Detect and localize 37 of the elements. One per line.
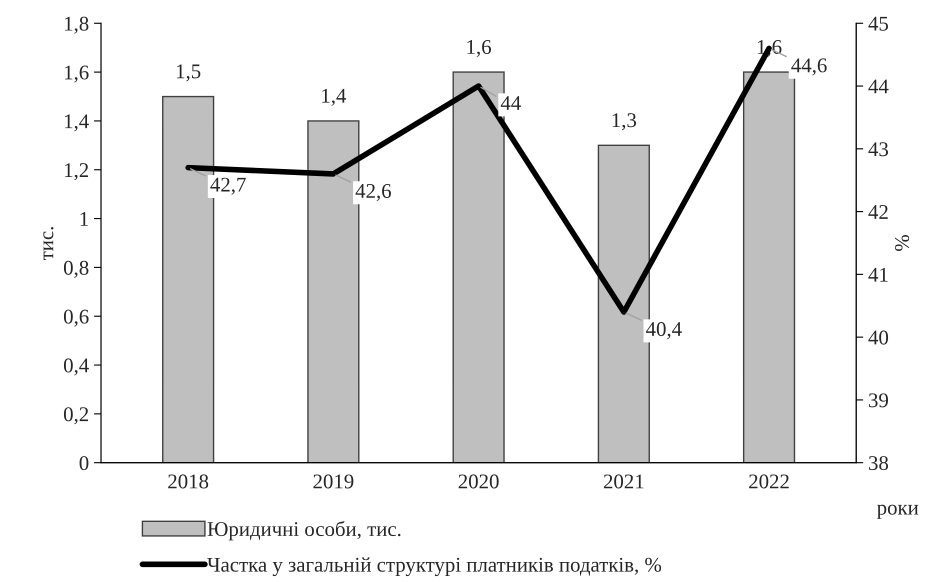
x-axis-title: роки <box>877 504 918 519</box>
legend-label: Юридичні особи, тис. <box>208 520 400 540</box>
data-label: 1,3 <box>612 113 636 130</box>
y-tick-label: 1,8 <box>64 16 88 34</box>
y-tick-label: 0,2 <box>64 407 88 424</box>
y-tick-label: 0,6 <box>64 310 89 327</box>
y2-tick-label: 40 <box>868 330 888 345</box>
legend-label: Частка у загальній структурі платників податків, % <box>207 557 662 576</box>
y2-tick-label: 43 <box>868 142 888 156</box>
x-tick-label: 2022 <box>749 474 789 488</box>
x-tick-label: 2018 <box>168 474 208 488</box>
data-label: 42,6 <box>356 184 391 201</box>
y2-tick-label: 38 <box>869 456 888 470</box>
data-label: 1,5 <box>176 64 200 82</box>
y-tick-label: 1,2 <box>64 163 88 180</box>
x-tick-label: 2021 <box>604 474 644 488</box>
x-tick-label: 2019 <box>313 474 354 488</box>
y2-tick-label: 45 <box>868 16 888 31</box>
y-tick-label: 1 <box>80 212 88 226</box>
y2-tick-label: 41 <box>868 268 888 282</box>
y2-tick-label: 44 <box>868 80 889 94</box>
y-tick-label: 0,8 <box>64 260 88 278</box>
y2-axis-title: % <box>895 235 910 251</box>
y-axis-title: тис. <box>43 227 54 260</box>
data-label: 40,4 <box>646 322 682 340</box>
data-label: 1,6 <box>467 40 492 57</box>
data-label: 44,6 <box>791 58 827 76</box>
y2-tick-label: 42 <box>868 205 888 219</box>
y-tick-label: 0 <box>80 456 88 470</box>
y-tick-label: 0,4 <box>64 358 89 376</box>
data-label: 42,7 <box>210 178 246 195</box>
y-tick-label: 1,4 <box>64 114 89 132</box>
y2-tick-label: 39 <box>869 393 888 408</box>
data-label: 44 <box>500 96 521 110</box>
x-tick-label: 2020 <box>458 474 499 488</box>
y-tick-label: 1,6 <box>64 66 89 83</box>
data-label: 1,4 <box>322 88 346 106</box>
